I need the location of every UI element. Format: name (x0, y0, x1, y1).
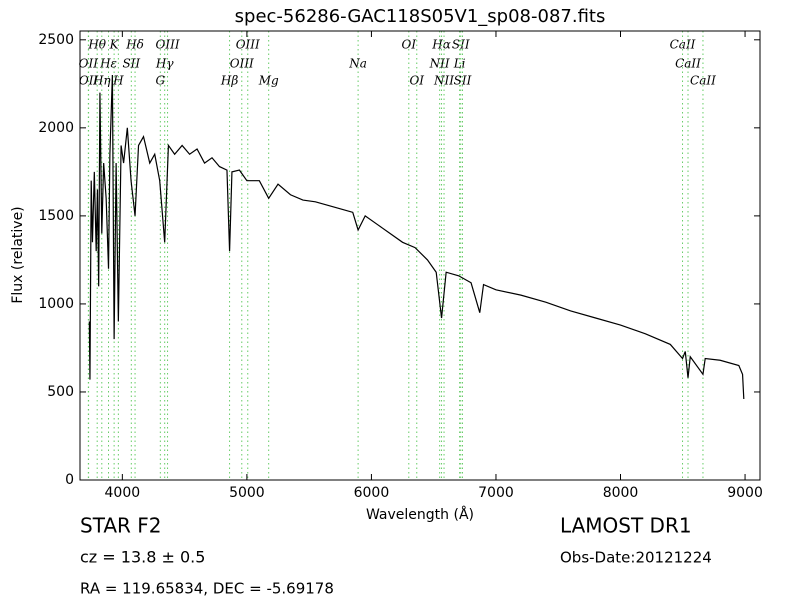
feature-label: Hη (92, 74, 111, 88)
feature-label: NII (429, 57, 450, 71)
feature-label: Li (453, 57, 466, 71)
feature-label: Na (348, 57, 367, 71)
y-tick-label: 0 (65, 472, 74, 488)
feature-label: SII (452, 38, 470, 52)
y-tick-label: 1000 (38, 296, 74, 312)
object-label: STAR F2 (80, 514, 162, 538)
chart-title: spec-56286-GAC118S05V1_sp08-087.fits (235, 6, 606, 27)
feature-label: OI (409, 74, 424, 88)
feature-label: Hθ (87, 38, 106, 52)
y-tick-label: 1500 (38, 208, 74, 224)
feature-label: G (156, 74, 166, 88)
feature-label: SII (454, 74, 472, 88)
feature-label: Hγ (155, 57, 174, 71)
y-axis-label: Flux (relative) (10, 206, 26, 303)
x-tick-label: 7000 (478, 485, 514, 501)
feature-label: OI (402, 38, 417, 52)
feature-label: K (109, 38, 120, 52)
cz-label: cz = 13.8 ± 0.5 (80, 548, 205, 567)
feature-label: OIII (156, 38, 180, 52)
feature-label: OII (79, 74, 99, 88)
feature-label: Hδ (125, 38, 144, 52)
feature-label: OIII (236, 38, 260, 52)
coords-label: RA = 119.65834, DEC = -5.69178 (80, 580, 334, 598)
feature-label: Mg (258, 74, 279, 88)
feature-label: Hα (431, 38, 451, 52)
feature-label: H (112, 74, 124, 88)
feature-label: SII (122, 57, 140, 71)
x-tick-label: 8000 (603, 485, 639, 501)
feature-label: CaII (675, 57, 701, 71)
y-tick-label: 2000 (38, 120, 74, 136)
y-tick-label: 500 (47, 384, 74, 400)
feature-label: CaII (690, 74, 716, 88)
feature-label: NII (433, 74, 454, 88)
x-tick-label: 6000 (354, 485, 390, 501)
x-axis-label: Wavelength (Å) (366, 506, 474, 523)
spectrum-line (88, 75, 745, 400)
y-tick-label: 2500 (38, 32, 74, 48)
date-label: Obs-Date:20121224 (560, 549, 712, 567)
feature-label: Hβ (220, 74, 238, 88)
x-tick-label: 4000 (105, 485, 141, 501)
survey-label: LAMOST DR1 (560, 514, 692, 538)
x-tick-label: 9000 (727, 485, 763, 501)
x-tick-label: 5000 (229, 485, 265, 501)
plot-frame (79, 30, 761, 481)
feature-label: CaII (670, 38, 696, 52)
feature-label: OIII (230, 57, 254, 71)
feature-label: Hε (99, 57, 117, 71)
